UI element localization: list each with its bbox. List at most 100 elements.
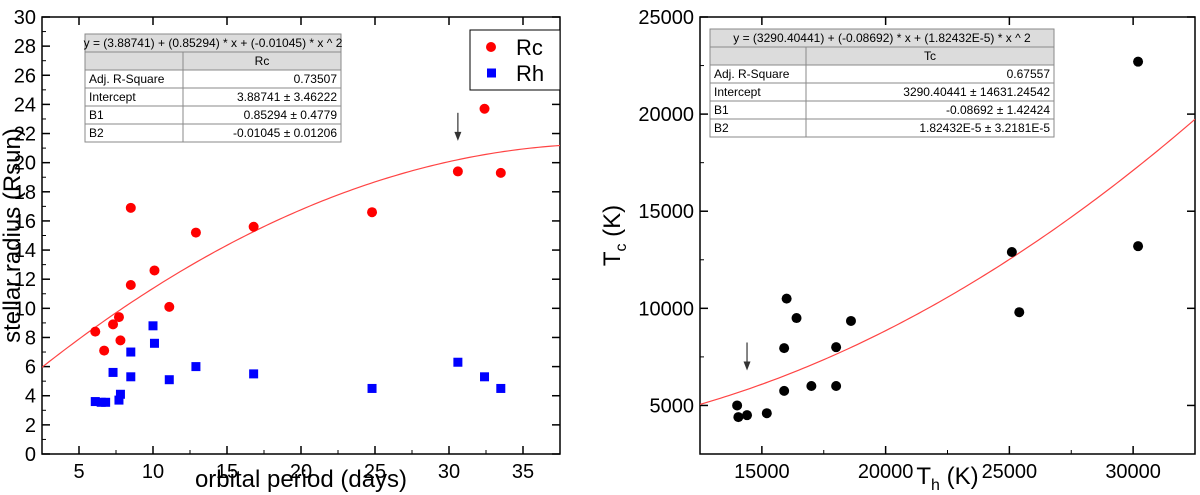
data-point-circle bbox=[108, 319, 119, 330]
data-point-circle bbox=[845, 315, 856, 326]
fit-table-row-value: 3.88741 ± 3.46222 bbox=[237, 90, 337, 104]
data-point-square bbox=[191, 362, 201, 372]
data-point-circle bbox=[781, 293, 792, 304]
y-tick-label: 8 bbox=[25, 327, 36, 349]
y-tick-label: 22 bbox=[14, 124, 36, 146]
data-point-circle bbox=[479, 103, 490, 114]
legend-marker-square bbox=[487, 68, 496, 78]
y-axis-title: Tc (K) bbox=[599, 205, 630, 266]
arrow-annotation bbox=[743, 342, 751, 371]
fit-table: y = (3.88741) + (0.85294) * x + (-0.0104… bbox=[84, 33, 343, 143]
data-point-circle bbox=[742, 410, 753, 421]
y-tick-label: 25000 bbox=[638, 7, 694, 29]
data-point-square bbox=[496, 383, 506, 393]
y-tick-label: 26 bbox=[14, 65, 36, 87]
series-points bbox=[732, 56, 1144, 423]
arrow-head bbox=[454, 131, 462, 141]
x-tick-label: 20 bbox=[290, 461, 312, 483]
x-tick-label: 5 bbox=[73, 461, 84, 483]
y-axis-title: stellar radius (Rsun) bbox=[0, 128, 26, 343]
y-tick-label: 14 bbox=[14, 240, 36, 262]
data-point-square bbox=[149, 338, 159, 348]
x-tick-label: 25 bbox=[364, 461, 386, 483]
data-point-circle bbox=[495, 167, 506, 178]
data-point-circle bbox=[779, 343, 790, 354]
x-axis-title-unit: (K) bbox=[940, 463, 979, 490]
y-tick-label: 20 bbox=[14, 153, 36, 175]
chart-1: 5 10 15 20 25 30 35024681012141618202224262830… bbox=[0, 7, 561, 493]
data-point-circle bbox=[1006, 247, 1017, 258]
fit-table-row-label: B1 bbox=[89, 108, 104, 122]
data-point-circle bbox=[90, 326, 101, 337]
fit-table-row-label: Adj. R-Square bbox=[89, 72, 165, 86]
y-tick-label: 20000 bbox=[638, 104, 694, 126]
data-point-square bbox=[480, 372, 490, 382]
y-tick-label: 12 bbox=[14, 269, 36, 291]
fit-table-row-value: 0.67557 bbox=[1007, 67, 1051, 81]
fit-table: y = (3290.40441) + (-0.08692) * x + (1.8… bbox=[709, 28, 1055, 138]
legend-label: Rc bbox=[516, 35, 543, 60]
data-point-square bbox=[126, 372, 136, 382]
data-point-circle bbox=[125, 202, 136, 213]
data-point-circle bbox=[1133, 241, 1144, 252]
x-tick-label: 15 bbox=[216, 461, 238, 483]
fit-table-row-label: B2 bbox=[89, 126, 104, 140]
y-tick-label: 24 bbox=[14, 94, 36, 116]
fit-table-row-label: Adj. R-Square bbox=[714, 67, 790, 81]
data-point-square bbox=[164, 375, 174, 385]
y-axis-title-unit: (K) bbox=[599, 205, 626, 244]
y-tick-label: 10 bbox=[14, 298, 36, 320]
x-tick-label: 15000 bbox=[734, 461, 790, 483]
data-point-circle bbox=[733, 412, 744, 423]
data-point-circle bbox=[806, 381, 817, 392]
data-point-circle bbox=[732, 400, 743, 411]
data-point-square bbox=[367, 383, 377, 393]
x-tick-label: 30 bbox=[438, 461, 460, 483]
data-point-circle bbox=[831, 342, 842, 353]
data-point-square bbox=[90, 397, 100, 407]
y-tick-label: 15000 bbox=[638, 201, 694, 223]
fit-table-row-value: -0.01045 ± 0.01206 bbox=[233, 126, 337, 140]
data-point-square bbox=[108, 367, 118, 377]
fit-curve bbox=[42, 144, 560, 368]
data-point-circle bbox=[99, 345, 110, 356]
arrow-head bbox=[743, 361, 751, 371]
fit-curve bbox=[700, 118, 1195, 405]
fit-table-equation: y = (3.88741) + (0.85294) * x + (-0.0104… bbox=[84, 36, 343, 50]
data-point-circle bbox=[164, 301, 175, 312]
data-point-square bbox=[453, 357, 463, 367]
data-point-square bbox=[114, 395, 124, 405]
series-rh bbox=[90, 321, 506, 407]
fit-table-header-row bbox=[84, 51, 342, 71]
fit-table-row-value: 1.82432E-5 ± 3.2181E-5 bbox=[919, 121, 1050, 135]
fit-table-header-row bbox=[709, 46, 1055, 66]
fit-table-row-label: Intercept bbox=[714, 85, 761, 99]
fit-table-row-label: B2 bbox=[714, 121, 729, 135]
fit-table-row-value: 3290.40441 ± 14631.24542 bbox=[903, 85, 1050, 99]
legend-box bbox=[469, 29, 561, 91]
y-tick-label: 18 bbox=[14, 182, 36, 204]
data-point-circle bbox=[115, 335, 126, 346]
data-point-circle bbox=[1133, 56, 1144, 67]
data-point-square bbox=[249, 369, 259, 379]
y-tick-label: 0 bbox=[25, 444, 36, 466]
fit-table-row-value: 0.73507 bbox=[294, 72, 338, 86]
x-tick-label: 25000 bbox=[982, 461, 1038, 483]
data-point-square bbox=[126, 347, 136, 357]
data-point-square bbox=[148, 321, 158, 331]
data-point-circle bbox=[367, 207, 378, 218]
x-axis-title: orbital period (days) bbox=[195, 466, 407, 493]
fit-table-row-label: B1 bbox=[714, 103, 729, 117]
y-tick-label: 2 bbox=[25, 415, 36, 437]
data-point-circle bbox=[761, 408, 772, 419]
x-tick-label: 30000 bbox=[1105, 461, 1161, 483]
data-point-circle bbox=[791, 313, 802, 324]
fit-table-column-header: Tc bbox=[924, 49, 936, 63]
y-tick-label: 10000 bbox=[638, 298, 694, 320]
arrow-annotation bbox=[454, 112, 462, 141]
chart-2: 15000 20000 25000 30000 5000 10000 15000 20000 2… bbox=[599, 7, 1196, 494]
y-tick-label: 4 bbox=[25, 386, 36, 408]
x-tick-label: 10 bbox=[142, 461, 164, 483]
